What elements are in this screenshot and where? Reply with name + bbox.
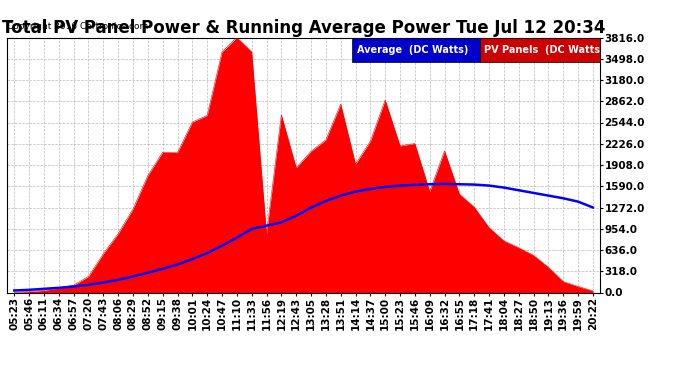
- Text: Average  (DC Watts): Average (DC Watts): [357, 45, 469, 55]
- Title: Total PV Panel Power & Running Average Power Tue Jul 12 20:34: Total PV Panel Power & Running Average P…: [2, 20, 605, 38]
- Text: Copyright 2016 Cartronics.com: Copyright 2016 Cartronics.com: [7, 22, 148, 31]
- Text: PV Panels  (DC Watts): PV Panels (DC Watts): [484, 45, 604, 55]
